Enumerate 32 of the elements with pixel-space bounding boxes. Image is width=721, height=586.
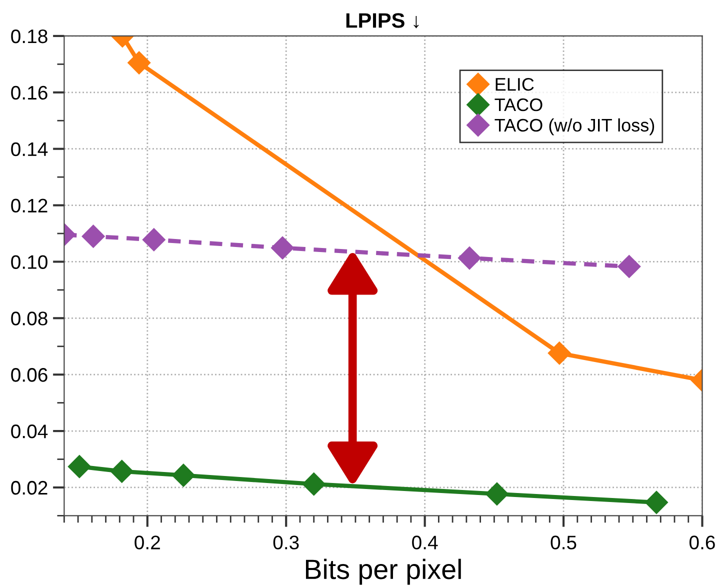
y-tick-label: 0.04: [11, 424, 48, 438]
point: [172, 464, 195, 487]
point: [128, 51, 151, 74]
x-tick-label: 0.4: [412, 536, 438, 550]
point: [644, 490, 668, 514]
point: [142, 228, 166, 252]
y-tick-label: 0.10: [11, 255, 48, 269]
point: [82, 224, 105, 248]
x-tick-label: 0.2: [134, 536, 160, 550]
x-tick-label: 0.5: [550, 536, 576, 550]
point: [458, 246, 481, 270]
y-tick-label: 0.02: [11, 480, 48, 495]
point: [68, 455, 91, 478]
point: [618, 255, 641, 278]
x-tick-label: 0.3: [273, 536, 299, 550]
y-tick-label: 0.16: [11, 86, 48, 100]
y-tick-label: 0.08: [11, 312, 48, 326]
point: [302, 472, 326, 496]
y-tick-label: 0.14: [11, 142, 48, 156]
y-tick-label: 0.06: [11, 368, 48, 382]
y-tick-label: 0.18: [11, 29, 48, 44]
legend-label: TACO: [494, 98, 542, 112]
y-tick-label: 0.12: [11, 198, 48, 213]
point: [485, 482, 508, 506]
x-axis-title: Bits per pixel: [306, 558, 461, 585]
point: [548, 342, 571, 365]
legend-label: ELIC: [496, 78, 534, 91]
chart-title: LPIPS ↓: [346, 13, 419, 28]
legend-label: TACO (w/o JIT loss): [494, 118, 654, 136]
point: [271, 236, 294, 260]
point: [110, 460, 134, 483]
x-tick-label: 0.6: [690, 536, 715, 550]
